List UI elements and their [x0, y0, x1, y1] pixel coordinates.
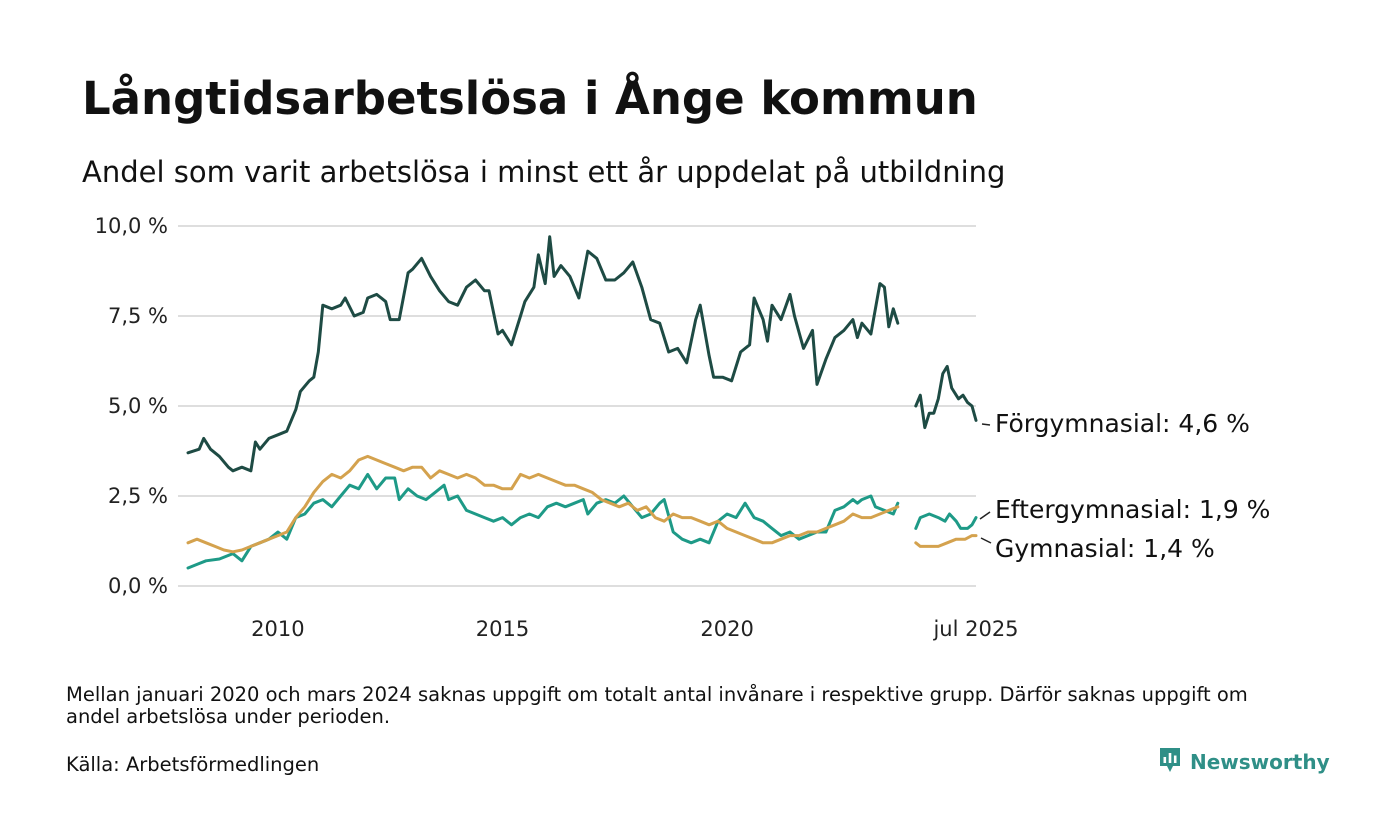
- x-tick-label: 2020: [700, 617, 753, 641]
- series-line-gymnasial: [914, 534, 978, 548]
- x-tick-label: 2015: [476, 617, 529, 641]
- series-line-eftergymnasial: [914, 512, 978, 530]
- end-label-eftergymnasial: Eftergymnasial: 1,9 %: [995, 495, 1270, 524]
- y-tick-label: 10,0 %: [95, 214, 168, 238]
- newsworthy-logo-icon: [1158, 746, 1182, 778]
- end-label-förgymnasial: Förgymnasial: 4,6 %: [995, 409, 1250, 438]
- y-tick-label: 7,5 %: [108, 304, 168, 328]
- footnote: Mellan januari 2020 och mars 2024 saknas…: [66, 683, 1248, 728]
- series-line-förgymnasial: [914, 364, 978, 430]
- end-labels: Förgymnasial: 4,6 % Eftergymnasial: 1,9 %…: [979, 409, 1270, 563]
- label-leader: [981, 423, 991, 426]
- source-text: Källa: Arbetsförmedlingen: [66, 753, 320, 776]
- end-label-gymnasial: Gymnasial: 1,4 %: [995, 534, 1215, 563]
- x-tick-label: 2010: [251, 617, 304, 641]
- x-axis-ticks: 2010 2015 2020 jul 2025: [251, 617, 1018, 641]
- chart-title: Långtidsarbetslösa i Ånge kommun: [82, 72, 978, 125]
- x-tick-label: jul 2025: [932, 617, 1018, 641]
- y-tick-label: 2,5 %: [108, 484, 168, 508]
- brand-name: Newsworthy: [1190, 750, 1330, 774]
- y-axis-ticks: 0,0 % 2,5 % 5,0 % 7,5 % 10,0 %: [95, 214, 168, 598]
- series-line-gymnasial: [186, 454, 900, 554]
- series-line-förgymnasial: [186, 235, 900, 473]
- label-leader: [979, 511, 991, 520]
- chart-subtitle: Andel som varit arbetslösa i minst ett å…: [82, 155, 1006, 189]
- y-tick-label: 5,0 %: [108, 394, 168, 418]
- label-leader: [980, 537, 992, 544]
- line-chart: 0,0 % 2,5 % 5,0 % 7,5 % 10,0 % 2010 2015 2020 j…: [95, 214, 1271, 641]
- series-lines: [186, 235, 978, 570]
- y-tick-label: 0,0 %: [108, 574, 168, 598]
- brand: Newsworthy: [1158, 746, 1330, 778]
